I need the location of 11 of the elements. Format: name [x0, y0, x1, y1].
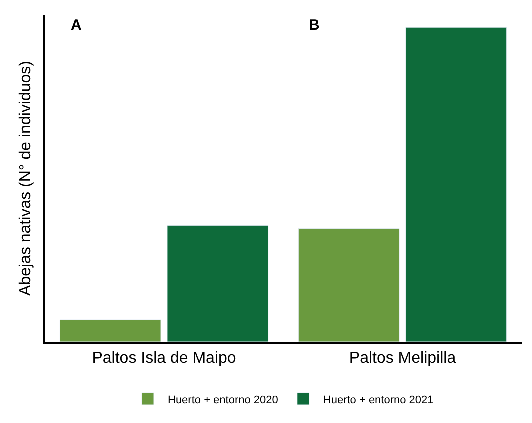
bar — [406, 27, 508, 342]
x-tick-label: Paltos Melipilla — [349, 350, 456, 368]
bar — [60, 320, 162, 342]
bar — [298, 228, 400, 342]
x-tick-label: Paltos Isla de Maipo — [92, 350, 236, 368]
annotation: B — [309, 17, 320, 34]
y-axis-title: Abejas nativas (N° de individuos) — [17, 61, 34, 296]
legend-label: Huerto + entorno 2021 — [323, 394, 434, 406]
annotation: A — [71, 17, 82, 34]
legend-label: Huerto + entorno 2020 — [168, 394, 278, 406]
bar — [167, 225, 269, 342]
